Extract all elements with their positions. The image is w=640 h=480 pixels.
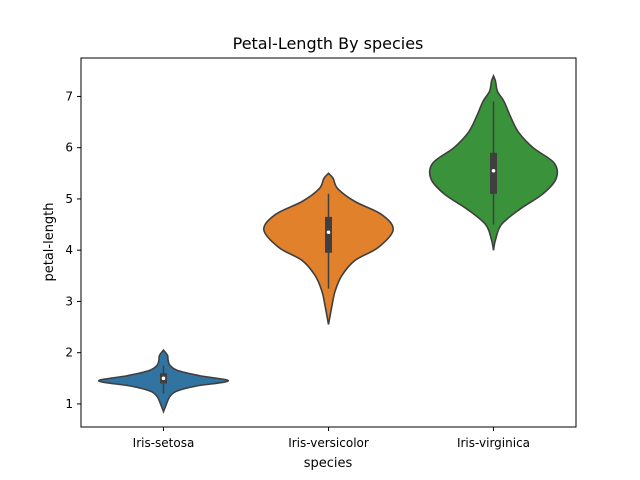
iqr-box-iris-versicolor — [325, 216, 332, 253]
y-tick-label: 1 — [65, 397, 73, 411]
y-tick-label: 3 — [65, 294, 73, 308]
y-tick-label: 5 — [65, 192, 73, 206]
y-tick-label: 4 — [65, 243, 73, 257]
y-tick-label: 7 — [65, 89, 73, 103]
y-axis-label: petal-length — [42, 202, 57, 281]
x-tick-label: Iris-virginica — [457, 436, 530, 450]
chart-title: Petal-Length By species — [233, 34, 424, 53]
y-tick-label: 6 — [65, 141, 73, 155]
plot-area — [98, 73, 559, 414]
y-tick-label: 2 — [65, 346, 73, 360]
median-dot-iris-setosa — [161, 376, 166, 381]
iqr-box-iris-virginica — [490, 152, 497, 194]
x-tick-label: Iris-versicolor — [288, 436, 369, 450]
median-dot-iris-versicolor — [326, 230, 331, 235]
x-tick-label: Iris-setosa — [133, 436, 195, 450]
x-axis-label: species — [304, 456, 353, 471]
axes: Iris-setosa Iris-versicolor Iris-virginica… — [65, 89, 530, 450]
median-dot-iris-virginica — [491, 168, 496, 173]
